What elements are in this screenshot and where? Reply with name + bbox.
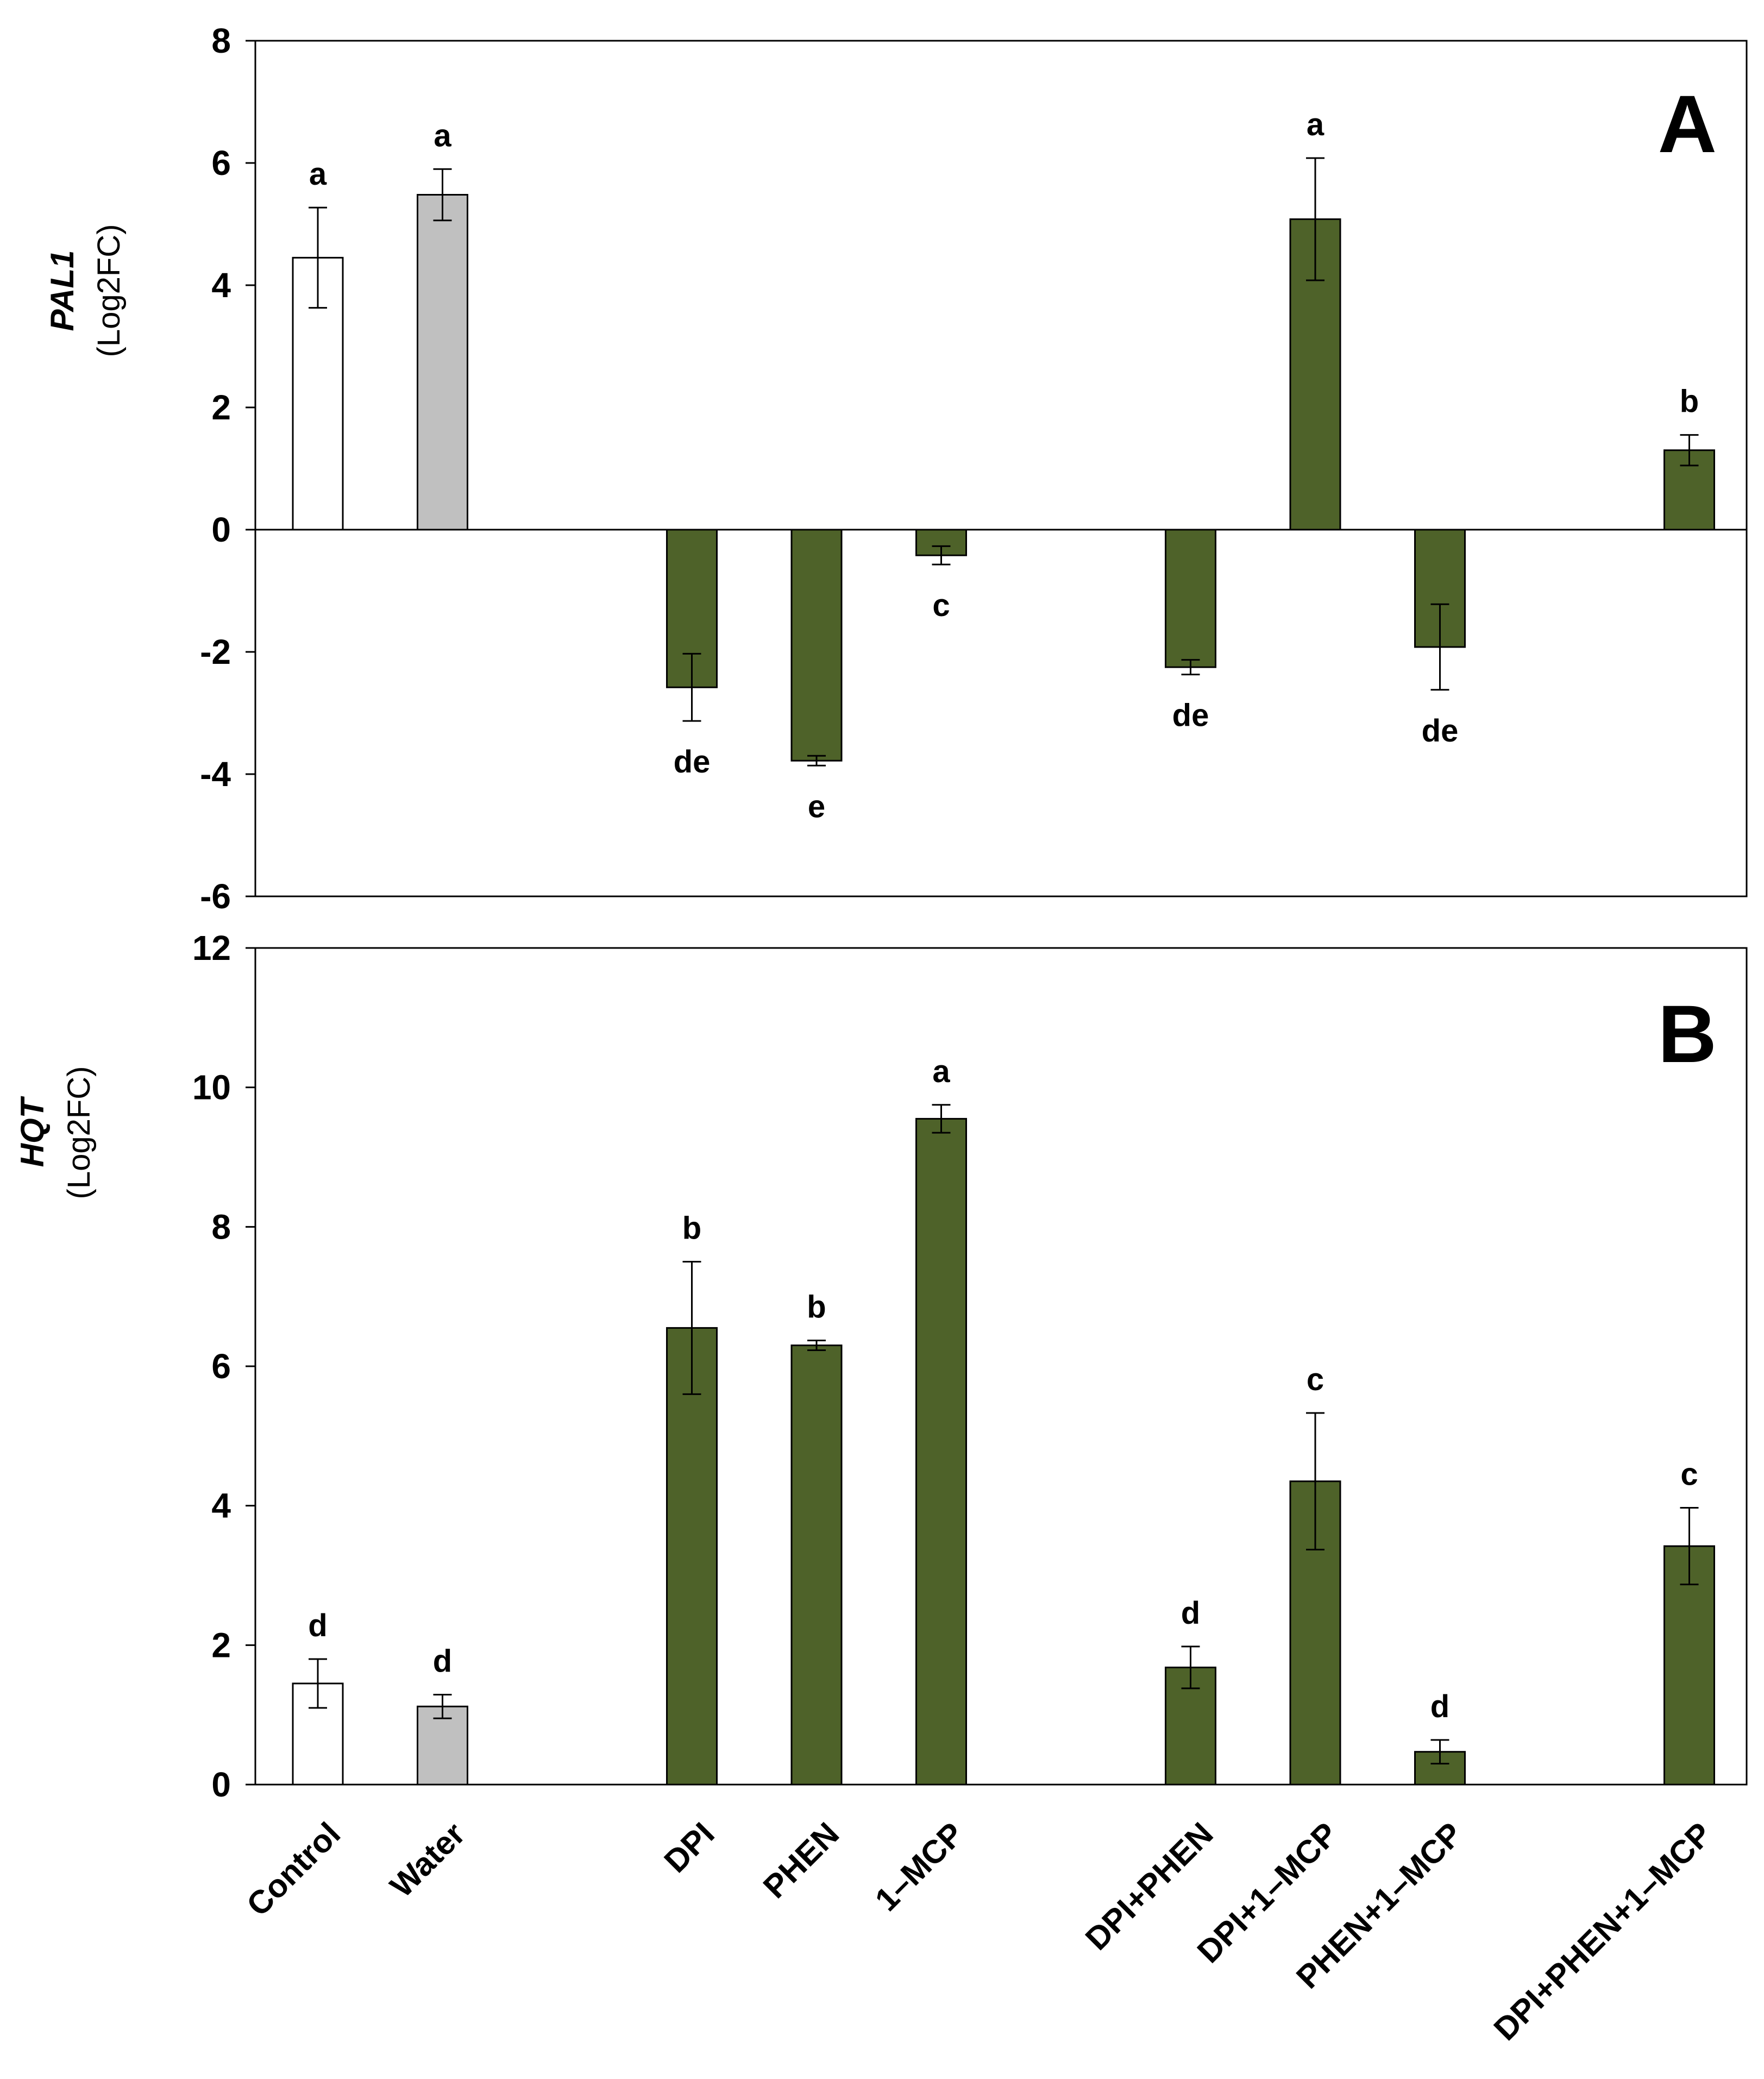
panel-b-bar — [666, 1327, 718, 1786]
panel-a-significance-letter: de — [1172, 698, 1209, 733]
x-category-label: PHEN — [756, 1816, 846, 1905]
x-category-label: DPI+PHEN+1–MCP — [1487, 1816, 1719, 2047]
panel-b-significance-letter: c — [1307, 1362, 1324, 1397]
panel-a-pal1: A PAL1 (Log2FC) 8 6 4 2 0 -2 -4 -6 a a de e c de a de b — [44, 21, 1748, 916]
panel-b-significance-letter: b — [807, 1290, 826, 1325]
panel-a-significance-letter: e — [808, 789, 825, 824]
panel-a-ytick-label: 6 — [211, 143, 231, 183]
panel-b-label: B — [1658, 988, 1717, 1079]
panel-b-significance-letter: b — [682, 1211, 701, 1246]
panel-b-significance-letter: d — [433, 1643, 452, 1679]
panel-a-ytick-label: 8 — [211, 21, 231, 60]
panel-b-hqt: B HQT (Log2FC) 12 10 8 6 4 2 0 d d b b a d c d c — [14, 928, 1748, 1804]
panel-b-significance-letter: d — [308, 1608, 327, 1643]
x-category-label: DPI — [657, 1816, 721, 1880]
x-category-label: Control — [240, 1816, 347, 1923]
panel-a-ylabel-gene: PAL1 — [44, 250, 80, 331]
panel-a-significance-letter: de — [1422, 713, 1459, 749]
panel-a-ytick-label: 0 — [211, 510, 231, 549]
panel-b-ytick-label: 2 — [211, 1625, 231, 1665]
panel-b-bar — [790, 1345, 843, 1786]
panel-a-ytick-label: 2 — [211, 388, 231, 427]
panel-b-bar — [417, 1705, 468, 1786]
panel-a-ytick-label: -2 — [200, 632, 231, 671]
panel-a-ylabel-unit: (Log2FC) — [91, 224, 127, 357]
panel-a-bar — [790, 529, 843, 762]
panel-b-ytick-label: 12 — [192, 928, 231, 968]
panel-a-plot-frame — [254, 40, 1748, 897]
panel-a-label: A — [1658, 78, 1717, 169]
panel-b-ylabel-gene: HQT — [14, 1096, 51, 1167]
x-axis-category-labels: Control Water DPI PHEN 1–MCP DPI+PHENDPI+1–MC… — [240, 1816, 1719, 2047]
panel-b-ytick-label: 4 — [211, 1486, 231, 1525]
panel-a-significance-letter: a — [309, 156, 327, 192]
panel-b-plot-frame — [254, 947, 1748, 1786]
panel-b-bar — [915, 1117, 967, 1786]
x-category-label: Water — [383, 1816, 472, 1905]
panel-b-significance-letter: d — [1430, 1689, 1449, 1724]
panel-b-ytick-label: 0 — [211, 1765, 231, 1804]
panel-a-significance-letter: b — [1680, 384, 1699, 419]
panel-a-significance-letter: a — [434, 118, 451, 153]
panel-a-ytick-label: -4 — [200, 755, 231, 794]
panel-b-significance-letter: a — [932, 1054, 950, 1089]
panel-b-significance-letter: c — [1680, 1457, 1698, 1492]
panel-a-ytick-label: -6 — [200, 877, 231, 916]
panel-b-ytick-label: 8 — [211, 1207, 231, 1246]
panel-a-significance-letter: a — [1307, 107, 1324, 142]
panel-b-significance-letter: d — [1181, 1596, 1200, 1631]
panel-b-ylabel-unit: (Log2FC) — [61, 1066, 97, 1199]
panel-b-ytick-label: 6 — [211, 1347, 231, 1386]
x-category-label: 1–MCP — [868, 1816, 971, 1918]
panel-a-significance-letter: c — [932, 588, 950, 623]
panel-a-bar — [417, 194, 468, 531]
panel-a-significance-letter: de — [674, 744, 711, 780]
panel-b-ytick-label: 10 — [192, 1068, 231, 1107]
panel-a-bar — [1165, 529, 1216, 668]
panel-a-ytick-label: 4 — [211, 266, 231, 305]
